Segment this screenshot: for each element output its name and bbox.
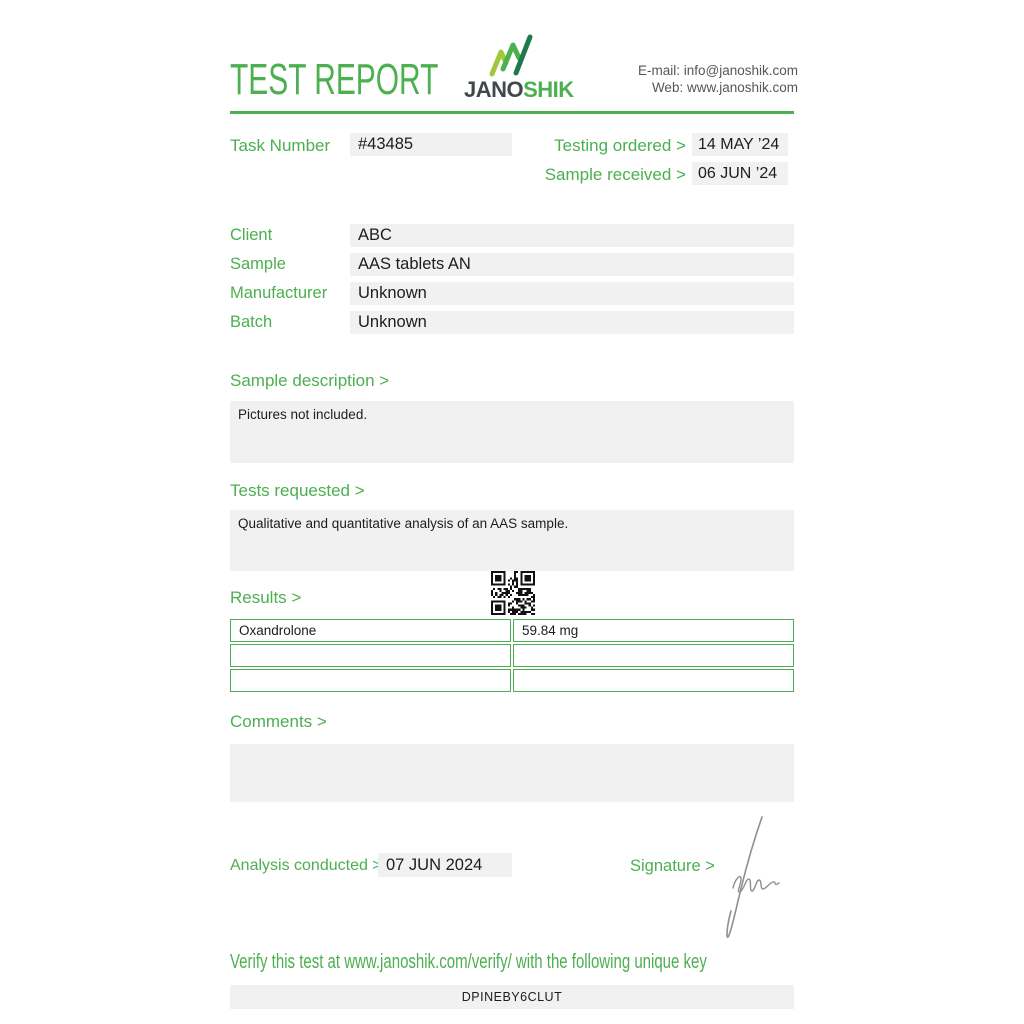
results-heading: Results > bbox=[230, 588, 302, 607]
results-table: Oxandrolone 59.84 mg bbox=[230, 619, 794, 692]
sample-label: Sample bbox=[230, 255, 286, 273]
sample-received-label: Sample received > bbox=[544, 165, 686, 184]
batch-value: Unknown bbox=[350, 311, 794, 334]
testing-ordered-label: Testing ordered > bbox=[554, 136, 686, 155]
verify-instruction: Verify this test at www.janoshik.com/ver… bbox=[230, 951, 707, 973]
unique-key-value: DPINEBY6CLUT bbox=[230, 985, 794, 1009]
janoshik-logo-icon bbox=[486, 32, 538, 83]
comments-box bbox=[230, 744, 794, 802]
tests-requested-box: Qualitative and quantitative analysis of… bbox=[230, 510, 794, 571]
wordmark-green-part: SHIK bbox=[523, 77, 574, 102]
janoshik-wordmark: JANOSHIK bbox=[464, 77, 574, 103]
table-row bbox=[230, 669, 794, 692]
comments-heading: Comments > bbox=[230, 712, 327, 731]
tests-requested-text: Qualitative and quantitative analysis of… bbox=[238, 516, 569, 531]
page-title: TEST REPORT bbox=[230, 55, 439, 104]
table-row bbox=[230, 644, 794, 667]
sample-description-heading: Sample description > bbox=[230, 371, 390, 390]
analysis-conducted-label: Analysis conducted > bbox=[230, 857, 382, 874]
batch-label: Batch bbox=[230, 313, 273, 331]
client-value: ABC bbox=[350, 224, 794, 247]
contact-email: E-mail: info@janoshik.com bbox=[637, 63, 798, 78]
manufacturer-value: Unknown bbox=[350, 282, 794, 305]
amount-cell bbox=[513, 644, 794, 667]
amount-cell: 59.84 mg bbox=[513, 619, 794, 642]
substance-cell: Oxandrolone bbox=[230, 619, 511, 642]
manufacturer-label: Manufacturer bbox=[230, 284, 328, 302]
header-divider bbox=[230, 111, 794, 114]
testing-ordered-value: 14 MAY ’24 bbox=[692, 133, 788, 156]
contact-web: Web: www.janoshik.com bbox=[651, 80, 798, 95]
tests-requested-heading: Tests requested > bbox=[230, 481, 365, 500]
sample-description-text: Pictures not included. bbox=[238, 407, 368, 422]
wordmark-dark-part: JANO bbox=[464, 77, 524, 102]
sample-received-value: 06 JUN ’24 bbox=[692, 162, 788, 185]
signature-label: Signature > bbox=[630, 857, 715, 875]
sample-value: AAS tablets AN bbox=[350, 253, 794, 276]
signature-icon bbox=[700, 812, 784, 947]
contact-block: E-mail: info@janoshik.com Web: www.janos… bbox=[638, 62, 798, 96]
table-row: Oxandrolone 59.84 mg bbox=[230, 619, 794, 642]
analysis-conducted-value: 07 JUN 2024 bbox=[378, 853, 512, 877]
amount-cell bbox=[513, 669, 794, 692]
task-number-label: Task Number bbox=[230, 136, 331, 155]
task-number-value: #43485 bbox=[350, 133, 512, 156]
sample-description-box: Pictures not included. bbox=[230, 401, 794, 463]
qr-code-icon bbox=[491, 571, 535, 615]
client-label: Client bbox=[230, 226, 273, 244]
substance-cell bbox=[230, 669, 511, 692]
substance-cell bbox=[230, 644, 511, 667]
